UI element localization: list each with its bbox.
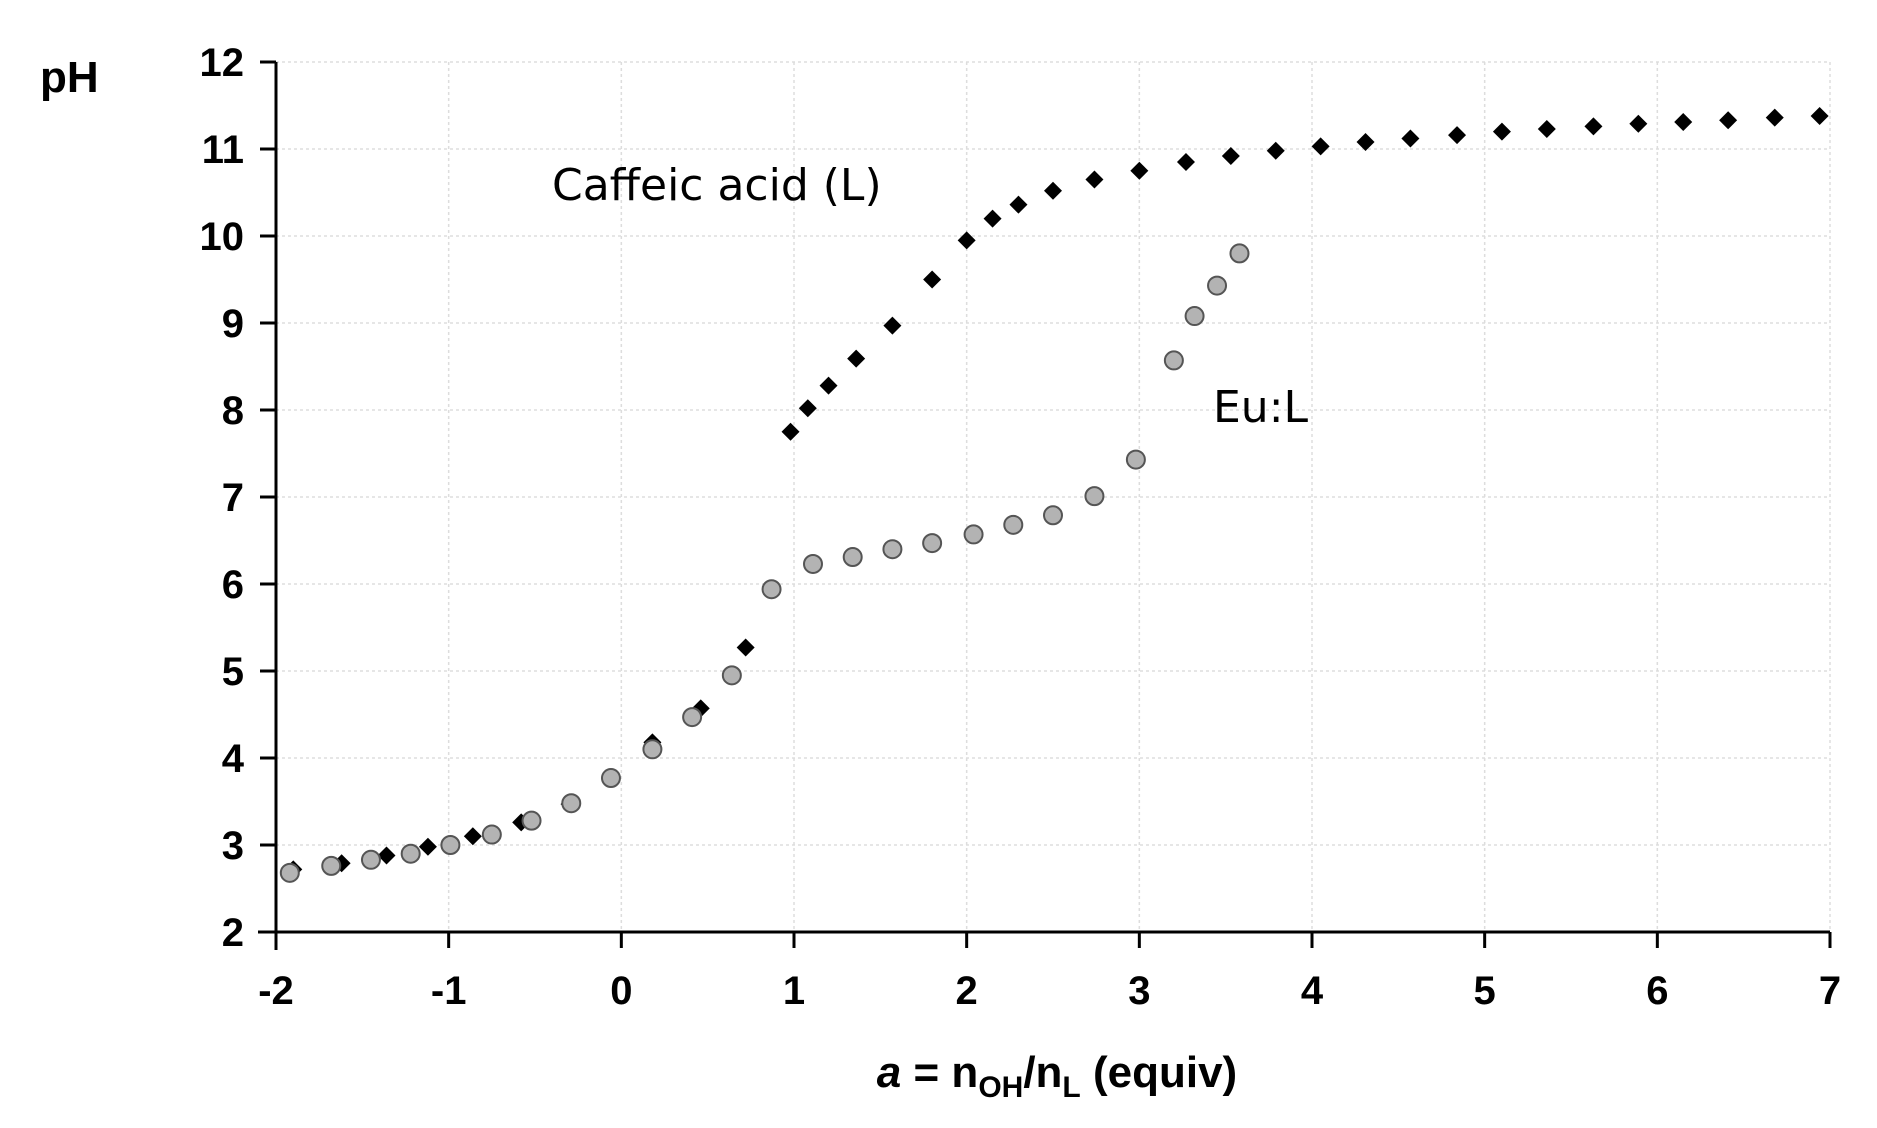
y-axis-label: pH	[40, 53, 99, 102]
x-tick-label-0: 0	[610, 969, 632, 1013]
x-axis-label-units: (equiv)	[1081, 1048, 1237, 1097]
caffeic-acid-point	[1448, 126, 1467, 145]
eu-l-point	[802, 553, 823, 574]
x-tick-label-6: 6	[1646, 969, 1668, 1013]
x-axis-label-sub-l: L	[1062, 1071, 1080, 1104]
eu-l-point	[1207, 275, 1228, 296]
eu-l-point	[1125, 449, 1146, 470]
eu-l-point	[761, 579, 782, 600]
eu-l-point	[360, 849, 381, 870]
annotation-eu-l: Eu:L	[1213, 382, 1309, 433]
x-tick-label-4: 4	[1301, 969, 1324, 1013]
caffeic-acid-point	[1130, 161, 1149, 180]
caffeic-acid-point	[1009, 195, 1028, 214]
x-axis-label: a = nOH/nL (equiv)	[877, 1048, 1237, 1104]
eu-l-point	[922, 533, 943, 554]
x-axis-label-var: a	[877, 1048, 901, 1097]
grid-lines	[276, 61, 1831, 932]
caffeic-acid-point	[1810, 106, 1829, 125]
x-axis-label-eq: = n	[901, 1048, 978, 1097]
y-tick-label-10: 10	[200, 215, 245, 259]
caffeic-acid-point	[781, 422, 800, 441]
y-tick-label-7: 7	[222, 476, 244, 520]
eu-l-point	[521, 810, 542, 831]
x-tick-label-3: 3	[1128, 969, 1150, 1013]
caffeic-acid-point	[1356, 133, 1375, 152]
eu-l-point	[842, 547, 863, 568]
axes	[258, 60, 1832, 950]
eu-l-point	[1163, 350, 1184, 371]
caffeic-acid-point	[377, 846, 396, 865]
y-tick-label-11: 11	[202, 128, 244, 172]
caffeic-acid-point	[418, 837, 437, 856]
eu-l-point	[682, 707, 703, 728]
caffeic-acid-point	[923, 270, 942, 289]
caffeic-acid-point	[1085, 170, 1104, 189]
caffeic-acid-point	[1221, 146, 1240, 165]
caffeic-acid-point	[1311, 137, 1330, 156]
caffeic-acid-point	[1492, 122, 1511, 141]
caffeic-acid-point	[1674, 113, 1693, 132]
caffeic-acid-point	[1765, 108, 1784, 127]
series-caffeic-acid	[284, 106, 1829, 879]
caffeic-acid-point	[463, 827, 482, 846]
eu-l-point	[440, 835, 461, 855]
eu-l-point	[561, 793, 582, 814]
x-tick-label--1: -1	[431, 969, 467, 1013]
eu-l-point	[882, 539, 903, 560]
caffeic-acid-point	[1401, 129, 1420, 148]
eu-l-point	[481, 824, 502, 845]
eu-l-point	[1084, 486, 1105, 507]
x-tick-label-5: 5	[1474, 969, 1496, 1013]
eu-l-point	[721, 665, 742, 686]
annotation-caffeic-acid: Caffeic acid (L)	[552, 160, 882, 211]
y-tick-label-6: 6	[222, 563, 244, 607]
eu-l-point	[321, 855, 342, 876]
eu-l-point	[600, 768, 621, 789]
x-axis-label-slash: /n	[1023, 1048, 1062, 1097]
x-axis-label-sub-oh: OH	[978, 1071, 1023, 1104]
x-tick-label--2: -2	[258, 969, 294, 1013]
y-tick-label-4: 4	[222, 737, 245, 781]
y-tick-label-12: 12	[200, 41, 245, 85]
eu-l-point	[279, 862, 300, 883]
caffeic-acid-point	[1537, 119, 1556, 138]
y-tick-label-5: 5	[222, 650, 244, 694]
x-tick-label-2: 2	[956, 969, 978, 1013]
caffeic-acid-point	[883, 316, 902, 335]
caffeic-acid-point	[736, 638, 755, 657]
x-tick-label-7: 7	[1819, 969, 1841, 1013]
caffeic-acid-point	[1584, 117, 1603, 136]
eu-l-point	[400, 843, 421, 864]
series-eu-l	[279, 243, 1250, 883]
eu-l-point	[1043, 505, 1063, 526]
x-tick-labels: -2 -1 0 1 2 3 4 5 6 7	[258, 969, 1841, 1013]
caffeic-acid-point	[798, 399, 817, 418]
caffeic-acid-point	[847, 349, 866, 368]
y-tick-label-8: 8	[222, 389, 244, 433]
caffeic-acid-point	[983, 209, 1002, 228]
caffeic-acid-point	[1044, 181, 1062, 200]
caffeic-acid-point	[957, 231, 976, 250]
eu-l-point	[1229, 243, 1250, 264]
eu-l-point	[963, 524, 984, 545]
y-tick-label-3: 3	[222, 824, 244, 868]
eu-l-point	[642, 739, 663, 760]
caffeic-acid-point	[1176, 153, 1195, 172]
eu-l-point	[1184, 306, 1205, 327]
caffeic-acid-point	[1266, 141, 1285, 160]
caffeic-acid-point	[819, 376, 838, 395]
eu-l-point	[1003, 514, 1024, 535]
caffeic-acid-point	[1719, 111, 1738, 130]
caffeic-acid-point	[1629, 114, 1648, 133]
y-tick-labels: 2 3 4 5 6 7 8 9 10 11 12	[200, 41, 245, 955]
y-tick-label-9: 9	[222, 302, 244, 346]
x-tick-label-1: 1	[783, 969, 805, 1013]
y-tick-label-2: 2	[222, 911, 244, 955]
